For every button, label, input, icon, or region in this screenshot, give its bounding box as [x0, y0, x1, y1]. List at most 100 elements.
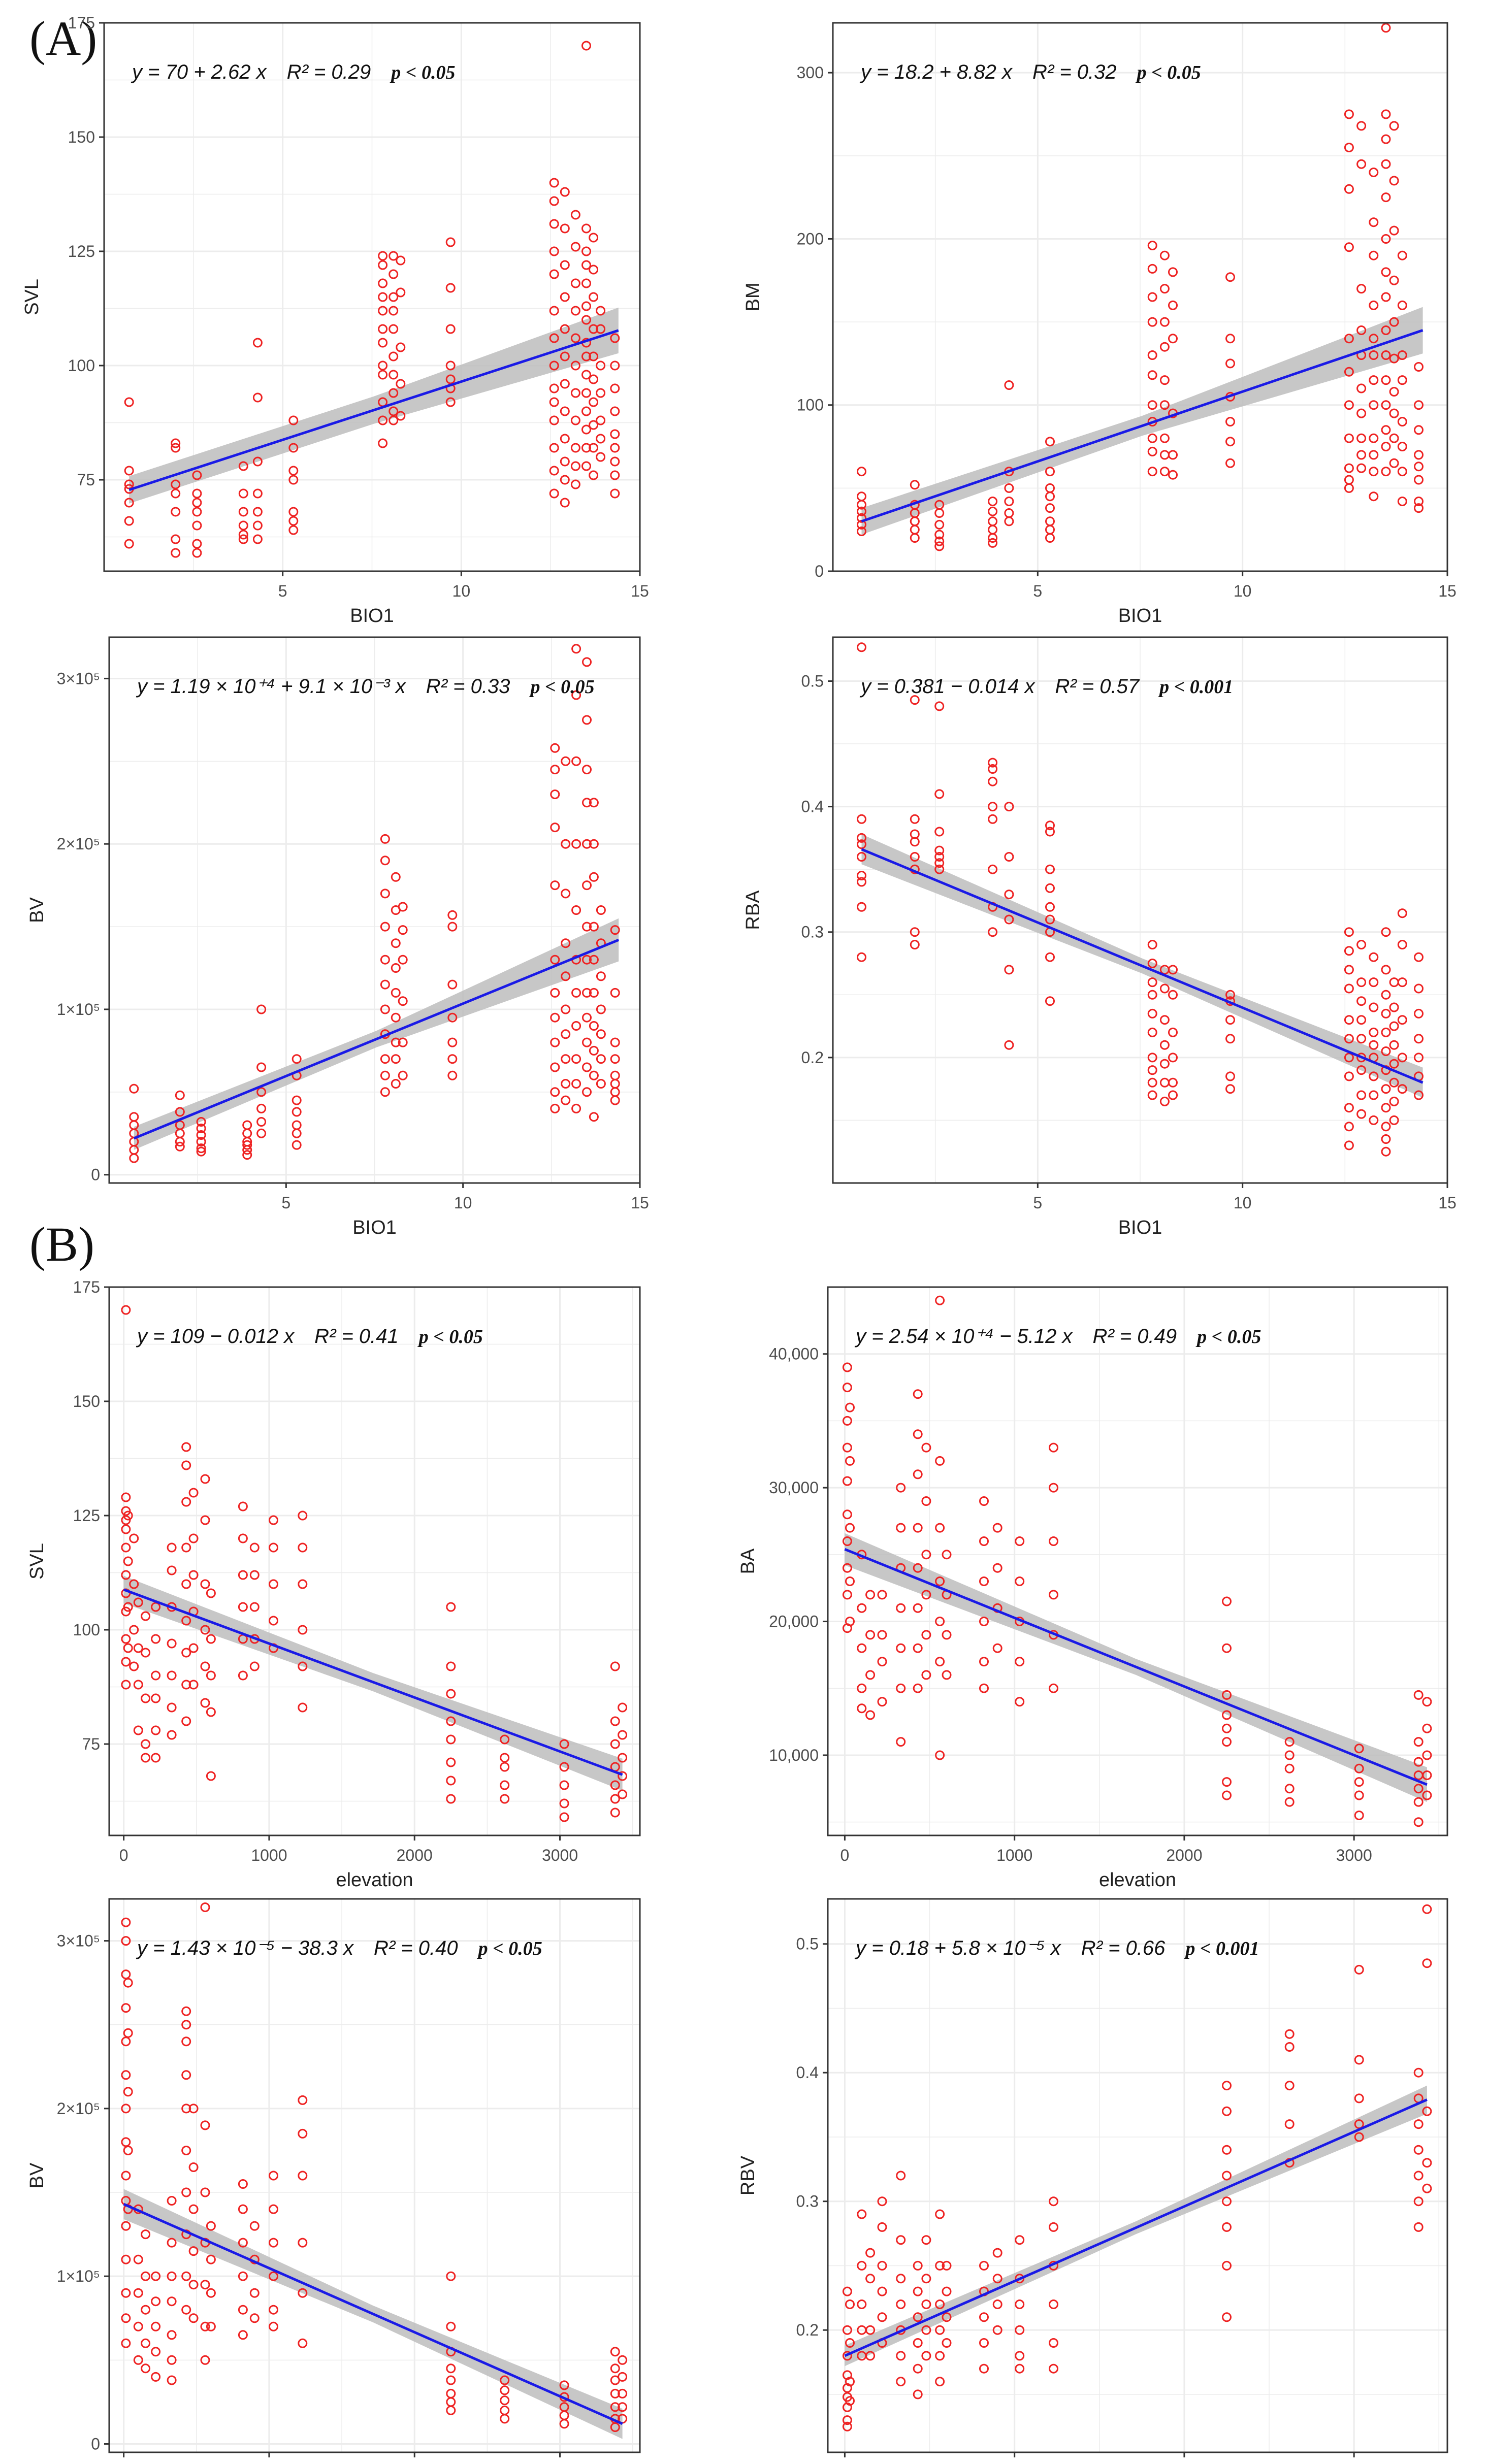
data-point	[589, 397, 599, 407]
data-point	[391, 1012, 401, 1023]
data-point	[389, 324, 399, 334]
data-point	[857, 871, 866, 880]
data-point	[549, 196, 559, 206]
data-point	[1159, 467, 1170, 477]
data-point	[1414, 952, 1424, 962]
data-point	[445, 283, 456, 293]
data-point	[206, 1670, 216, 1681]
data-point	[1369, 250, 1379, 260]
data-point	[582, 765, 592, 775]
data-point	[581, 406, 591, 416]
data-point	[500, 1753, 510, 1763]
data-point	[1045, 533, 1055, 543]
data-point	[141, 2363, 151, 2374]
data-point	[988, 497, 998, 506]
data-point	[256, 1004, 267, 1014]
chart-panel-a3: 5 10 15 0 1×10⁵ 2×10⁵ 3×10⁵ BIO1 BV y = 1.19 × 10…	[26, 636, 649, 1238]
data-point	[865, 1710, 876, 1720]
data-point	[175, 1107, 185, 1117]
data-point	[206, 2254, 216, 2264]
data-point	[934, 701, 945, 711]
x-tick-label: 0	[119, 2463, 128, 2464]
data-point	[380, 979, 390, 990]
chart-panel-b2: 0 1000 2000 3000 10,000 20,000 30,000 40,000 ele…	[737, 1286, 1448, 1891]
data-point	[196, 1124, 206, 1133]
data-point	[1389, 1059, 1399, 1069]
data-point	[446, 2271, 456, 2281]
data-point	[857, 877, 866, 887]
data-point	[192, 470, 202, 480]
data-point	[842, 2325, 852, 2335]
data-point	[196, 1146, 206, 1157]
data-point	[1381, 400, 1391, 410]
data-point	[1381, 109, 1391, 119]
data-point	[1159, 1015, 1170, 1025]
data-point	[1414, 450, 1424, 460]
data-point	[910, 814, 920, 824]
data-point	[1225, 990, 1235, 1000]
y-tick-label: 40,000	[769, 1345, 819, 1363]
data-point	[988, 776, 998, 786]
data-point	[896, 1603, 906, 1613]
data-point	[252, 507, 263, 517]
data-point	[561, 839, 571, 849]
data-point	[570, 278, 580, 288]
x-tick-label: 10	[1234, 1194, 1252, 1212]
data-point	[500, 1794, 510, 1804]
data-point	[200, 1515, 210, 1525]
data-point	[1381, 1146, 1391, 1157]
data-point	[446, 1734, 456, 1745]
data-point	[121, 1606, 131, 1617]
x-axis-label: BIO1	[352, 1217, 397, 1238]
data-point	[1397, 1053, 1407, 1063]
x-tick-label: 15	[631, 582, 649, 600]
data-point	[129, 1533, 139, 1543]
x-tick-label: 1000	[996, 2463, 1032, 2464]
data-point	[124, 516, 134, 526]
regression-annotation: y = 70 + 2.62 x R² = 0.29 p < 0.05	[131, 61, 455, 83]
data-point	[1222, 1596, 1232, 1606]
data-point	[857, 833, 866, 843]
data-point	[1414, 462, 1424, 472]
data-point	[1045, 996, 1055, 1006]
data-point	[298, 2095, 308, 2105]
data-point	[618, 2388, 628, 2399]
data-point	[910, 852, 920, 862]
data-point	[618, 1789, 628, 1799]
data-point	[181, 1716, 191, 1726]
p-value-text: p < 0.05	[529, 676, 594, 698]
data-point	[549, 360, 559, 371]
data-point	[560, 260, 570, 270]
equation-text: y = 70 + 2.62 x	[131, 61, 268, 83]
data-point	[447, 1037, 458, 1047]
data-point	[857, 513, 866, 523]
data-point	[500, 2375, 510, 2385]
data-point	[242, 1150, 252, 1160]
panel-frame	[108, 1898, 641, 2453]
data-point	[181, 2305, 191, 2315]
data-point	[845, 1456, 855, 1466]
data-point	[292, 1107, 302, 1117]
data-point	[238, 2238, 248, 2248]
data-point	[1344, 463, 1354, 473]
data-point	[238, 2330, 248, 2340]
data-point	[913, 2286, 923, 2296]
data-point	[1389, 225, 1399, 236]
data-point	[992, 1523, 1002, 1533]
data-point	[269, 2305, 278, 2315]
data-point	[1413, 2196, 1424, 2207]
y-tick-label: 0.2	[801, 1048, 824, 1067]
data-point	[121, 1634, 131, 1644]
data-point	[446, 2321, 456, 2331]
x-tick-label: 1000	[251, 1846, 287, 1864]
data-point	[200, 2120, 210, 2130]
data-point	[1422, 1904, 1432, 1914]
data-point	[133, 2254, 143, 2264]
data-point	[1414, 1008, 1424, 1019]
data-point	[1222, 2260, 1232, 2271]
data-point	[1284, 2119, 1295, 2129]
p-value-text: p < 0.05	[417, 1326, 483, 1348]
data-point	[121, 1506, 131, 1516]
data-point	[121, 2070, 131, 2080]
